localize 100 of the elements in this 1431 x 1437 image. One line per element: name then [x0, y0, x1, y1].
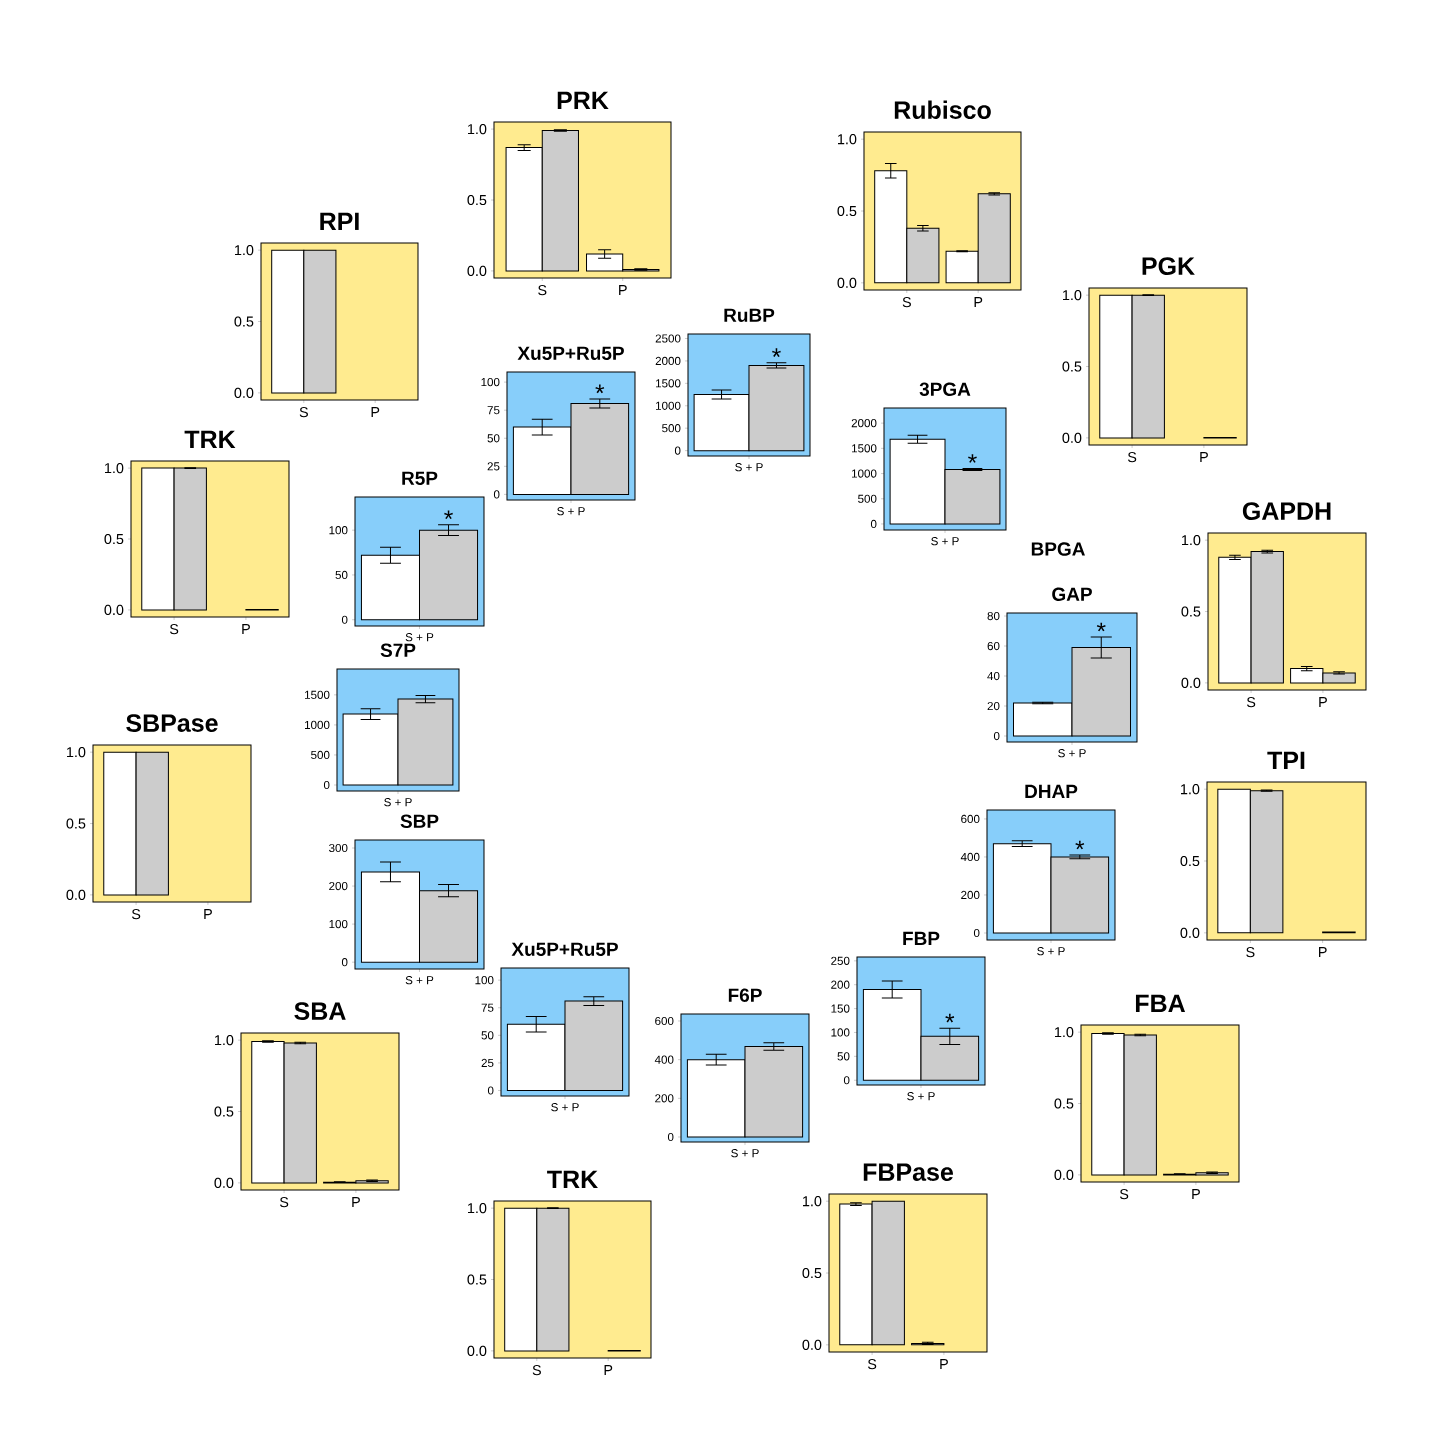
- y-tick-label: 0.5: [214, 1106, 234, 1117]
- y-tick-label: 100: [831, 1028, 850, 1037]
- x-tick-label: S + P: [907, 1092, 935, 1101]
- y-tick-label: 400: [654, 1055, 674, 1064]
- x-tick-label: S: [1246, 947, 1255, 958]
- x-tick-label: P: [1319, 697, 1327, 707]
- annotation: *: [1075, 840, 1085, 850]
- y-tick-label: 60: [987, 641, 1000, 651]
- y-tick-label: 0.5: [837, 205, 857, 217]
- y-tick-label: 80: [987, 611, 1000, 621]
- y-tick-label: 25: [481, 1058, 494, 1068]
- y-tick-label: 1.0: [215, 1035, 234, 1046]
- x-tick-label: P: [604, 1365, 613, 1375]
- y-tick-label: 1000: [305, 720, 330, 730]
- chart-title: PGK: [1142, 257, 1195, 275]
- y-tick-label: 200: [655, 1094, 674, 1103]
- chart-title: Xu5P+Ru5P: [517, 346, 624, 360]
- y-tick-label: 50: [481, 1031, 494, 1040]
- x-tick-label: S: [1246, 697, 1256, 708]
- y-tick-label: 0: [993, 731, 1000, 741]
- chart-title: TRK: [547, 1170, 598, 1188]
- y-tick-label: 0.0: [234, 387, 254, 398]
- y-tick-label: 1.0: [1063, 290, 1082, 301]
- y-tick-label: 0.5: [802, 1267, 822, 1279]
- y-tick-label: 500: [858, 494, 877, 503]
- x-tick-label: P: [1319, 947, 1327, 957]
- x-tick-label: S: [1119, 1189, 1129, 1200]
- y-tick-label: 0: [674, 446, 681, 455]
- x-tick-label: P: [974, 297, 983, 307]
- x-tick-label: S: [867, 1359, 877, 1370]
- y-tick-label: 250: [831, 956, 850, 965]
- y-tick-label: 1000: [852, 469, 877, 478]
- annotation: *: [968, 454, 977, 463]
- chart-title: R5P: [402, 471, 438, 485]
- chart-title: FBP: [903, 931, 940, 945]
- y-tick-label: 1.0: [67, 747, 86, 758]
- annotation: *: [945, 1013, 955, 1023]
- x-tick-label: P: [940, 1359, 948, 1369]
- x-tick-label: S: [532, 1365, 541, 1376]
- y-tick-label: 0: [667, 1132, 674, 1142]
- y-tick-label: 0.5: [1180, 855, 1200, 867]
- y-tick-label: 1.0: [1181, 784, 1200, 795]
- x-tick-label: P: [242, 624, 250, 634]
- y-tick-label: 0.0: [66, 889, 86, 900]
- y-tick-label: 2500: [655, 334, 681, 343]
- y-tick-label: 0.0: [214, 1177, 234, 1188]
- chart-title: DHAP: [1025, 784, 1078, 798]
- x-tick-label: S + P: [731, 1149, 759, 1158]
- y-tick-label: 1.0: [1182, 535, 1201, 546]
- chart-title: FBPase: [863, 1163, 953, 1181]
- x-tick-label: S + P: [1058, 749, 1086, 758]
- y-tick-label: 400: [960, 852, 980, 862]
- y-tick-label: 25: [487, 462, 500, 471]
- y-tick-label: 75: [487, 406, 500, 415]
- y-tick-label: 0.0: [837, 277, 857, 288]
- x-tick-label: P: [619, 285, 627, 295]
- chart-title: PRK: [557, 91, 609, 109]
- y-tick-label: 0.0: [1181, 677, 1201, 688]
- x-tick-label: P: [1192, 1189, 1200, 1199]
- y-tick-label: 0: [870, 519, 877, 529]
- x-tick-label: S + P: [551, 1103, 579, 1112]
- y-tick-label: 0.5: [234, 316, 254, 327]
- y-tick-label: 20: [987, 701, 1000, 711]
- y-tick-label: 0.0: [104, 604, 124, 616]
- x-tick-label: S + P: [735, 463, 763, 472]
- y-tick-label: 1.0: [838, 134, 857, 145]
- x-tick-label: S: [299, 407, 308, 418]
- y-tick-label: 0.0: [1062, 432, 1082, 443]
- x-tick-label: S + P: [405, 633, 434, 642]
- x-tick-label: S + P: [931, 537, 959, 546]
- y-tick-label: 0.5: [1181, 606, 1201, 617]
- y-tick-label: 200: [961, 890, 980, 900]
- chart-title: RPI: [320, 212, 359, 230]
- x-tick-label: S: [902, 297, 911, 308]
- chart-title: S7P: [380, 643, 416, 657]
- y-tick-label: 50: [335, 570, 348, 580]
- chart-title: TRK: [184, 430, 236, 448]
- chart-title: GAP: [1052, 587, 1092, 601]
- y-tick-label: 0: [487, 1086, 494, 1095]
- y-tick-label: 0.5: [1054, 1098, 1074, 1109]
- x-tick-label: S + P: [1037, 947, 1065, 956]
- x-tick-label: S + P: [557, 507, 585, 516]
- y-tick-label: 0: [341, 615, 348, 624]
- y-tick-label: 40: [987, 671, 1000, 681]
- y-tick-label: 50: [837, 1052, 850, 1061]
- y-tick-label: 0: [843, 1076, 850, 1085]
- y-tick-label: 200: [329, 881, 348, 891]
- y-tick-label: 600: [961, 814, 980, 824]
- annotation: *: [772, 348, 781, 358]
- x-tick-label: P: [204, 909, 212, 919]
- y-tick-label: 2000: [655, 356, 681, 366]
- y-tick-label: 0.5: [467, 194, 487, 206]
- annotation: *: [1096, 622, 1106, 632]
- chart-title: Xu5P+Ru5P: [511, 942, 618, 956]
- chart-title: SBP: [400, 814, 439, 828]
- text: BPGA: [1031, 542, 1085, 556]
- y-tick-label: 1500: [305, 690, 330, 699]
- x-tick-label: S: [169, 624, 179, 635]
- y-tick-label: 1.0: [235, 245, 254, 256]
- x-tick-label: S: [1127, 452, 1137, 463]
